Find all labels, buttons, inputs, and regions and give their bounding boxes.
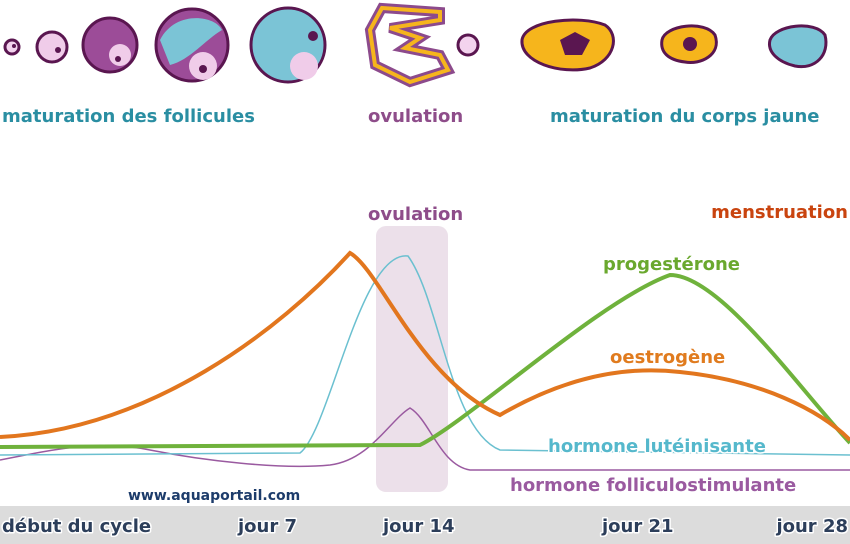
timeline-bar: [0, 506, 850, 544]
label: progestérone: [603, 254, 740, 275]
timeline-label: jour 28: [775, 516, 848, 537]
timeline-label: jour 7: [237, 516, 297, 537]
lh-curve: [0, 255, 850, 456]
timeline-label: jour 21: [601, 516, 674, 537]
progesterone-curve: [0, 272, 850, 449]
label: maturation du corps jaune: [550, 106, 819, 127]
website: www.aquaportail.com: [128, 488, 300, 504]
label: hormone lutéinisante: [548, 436, 766, 457]
timeline-label: jour 14: [382, 516, 455, 537]
follicle-icons: [3, 2, 828, 88]
label: oestrogène: [610, 347, 725, 368]
label: hormone folliculostimulante: [510, 475, 796, 496]
ovulation-band: [376, 226, 448, 492]
label: ovulation: [368, 204, 463, 225]
oestrogen-curve: [0, 250, 850, 442]
label: menstruation: [711, 202, 848, 223]
label: maturation des follicules: [2, 106, 255, 127]
timeline-label: début du cycle: [2, 516, 151, 537]
label: ovulation: [368, 106, 463, 127]
